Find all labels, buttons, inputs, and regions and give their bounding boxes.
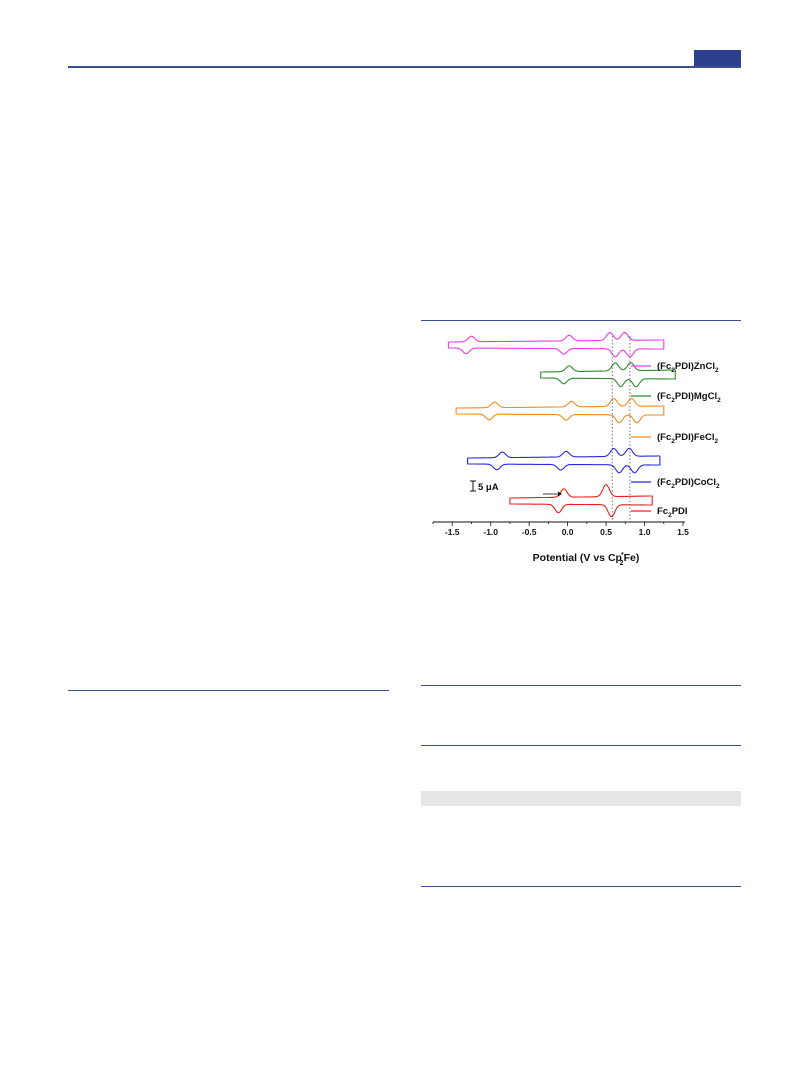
left-column-rule [68,690,389,691]
x-axis-label: Potential (V vs Cp* 2Fe) [533,552,640,567]
trace-label: (Fc2PDI)FeCl2 [657,432,718,445]
table-shaded-row [421,791,741,806]
scale-bar-label: 5 μA [478,482,499,493]
reference-lines [611,336,631,522]
cyclic-voltammogram-figure: -1.5 -1.0 -0.5 0.0 0.5 1.0 1.5 (Fc2PDI)ZnCl2(F… [432,331,721,567]
x-tick-label: 1.5 [677,527,689,537]
figure-top-rule [421,320,741,321]
trace-labels: (Fc2PDI)ZnCl2 (Fc2PDI)MgCl2 (Fc2PDI)FeCl2 (… [631,361,721,519]
table-top-rule [421,685,741,686]
trace-label: (Fc2PDI)ZnCl2 [657,361,719,374]
cv-trace [540,362,676,388]
x-tick-label: -0.5 [522,527,537,537]
trace-label: Fc2PDI [657,506,688,519]
table-header-rule [421,745,741,746]
scan-direction-arrow [543,491,562,497]
cv-trace [447,331,665,358]
table-bottom-rule [421,886,741,887]
x-tick-label: 0.0 [562,527,574,537]
trace-label: (Fc2PDI)MgCl2 [657,391,721,404]
header-tab [694,50,741,66]
cv-trace [509,484,653,518]
x-tick-label: 1.0 [639,527,651,537]
trace-label: (Fc2PDI)CoCl2 [657,477,720,490]
scale-bar: 5 μA [470,480,499,493]
cv-trace [467,447,661,474]
header-rule [68,66,741,68]
cv-trace [455,397,665,424]
cv-traces [447,331,676,518]
x-tick-label: -1.5 [445,527,460,537]
x-tick-label: 0.5 [600,527,612,537]
x-axis: -1.5 -1.0 -0.5 0.0 0.5 1.0 1.5 [432,521,689,537]
x-tick-label: -1.0 [483,527,498,537]
